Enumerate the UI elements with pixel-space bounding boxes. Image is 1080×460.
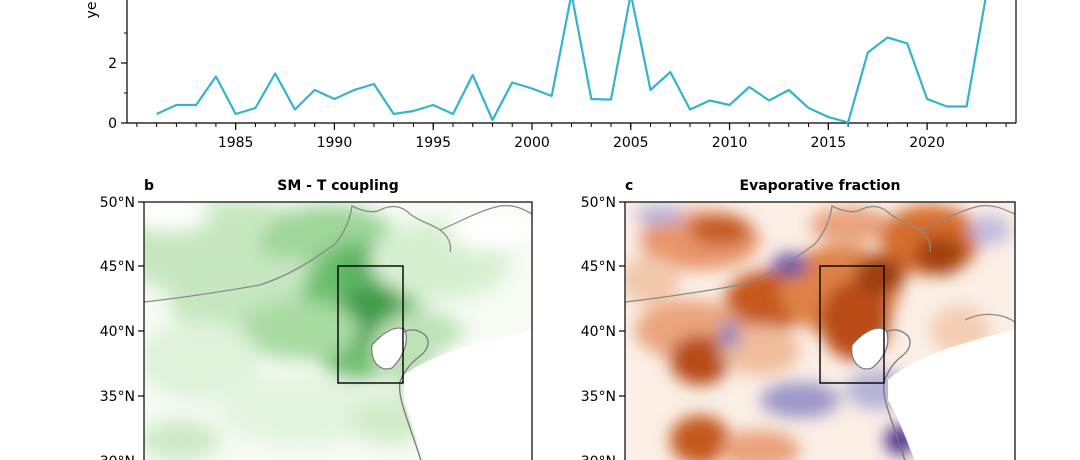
lat-tick-label: 40°N — [581, 324, 616, 340]
x-tick-label: 2020 — [909, 135, 945, 151]
lat-tick-label: 35°N — [581, 389, 616, 405]
panel-c-letter: c — [625, 178, 633, 194]
coastline — [882, 329, 911, 460]
x-tick-label: 1995 — [415, 135, 451, 151]
border-line — [625, 205, 932, 303]
x-major-ticks: 1985 1990 1995 2000 2005 2010 2015 2020 — [218, 123, 945, 151]
lat-tick-label: 50°N — [581, 195, 616, 211]
x-tick-label: 1985 — [218, 135, 254, 151]
panel-c-map — [625, 202, 1015, 460]
lat-tick-label: 45°N — [100, 259, 135, 275]
panel-b-frame — [143, 201, 533, 460]
x-tick-label: 1990 — [317, 135, 353, 151]
panel-c-frame — [624, 201, 1016, 460]
panel-b-letter: b — [144, 178, 154, 194]
panel-b-title: SM - T coupling — [277, 178, 399, 194]
y-tick-label: 2 — [108, 56, 117, 72]
x-tick-label: 2005 — [613, 135, 649, 151]
lat-tick-label: 40°N — [100, 324, 135, 340]
lat-tick-label: 30°N — [581, 454, 616, 460]
panel-b-y-ticks: 50°N 45°N 40°N 35°N 30°N — [100, 195, 144, 460]
panel-c-y-ticks: 50°N 45°N 40°N 35°N 30°N — [581, 195, 625, 460]
x-tick-label: 2000 — [514, 135, 550, 151]
lat-tick-label: 35°N — [100, 389, 135, 405]
x-tick-label: 2010 — [712, 135, 748, 151]
x-tick-label: 2015 — [811, 135, 847, 151]
panel-b-map — [144, 202, 532, 460]
study-region-box — [819, 265, 885, 384]
panel-a: ye 1985 1990 1995 2000 2005 2010 2015 2020 02 — [84, 0, 1017, 151]
study-region-box — [337, 265, 404, 384]
lat-tick-label: 45°N — [581, 259, 616, 275]
coastline — [398, 329, 429, 460]
panel-c-title: Evaporative fraction — [740, 178, 901, 194]
lat-tick-label: 30°N — [100, 454, 135, 460]
lat-tick-label: 50°N — [100, 195, 135, 211]
series-line — [156, 0, 987, 124]
y-axis-label: ye — [84, 2, 100, 19]
y-tick-label: 0 — [108, 116, 117, 132]
border-line — [144, 205, 452, 303]
panel-c: c Evaporative fraction — [581, 178, 1016, 460]
panel-b: b SM - T coupling — [100, 178, 533, 460]
y-ticks: 02 — [108, 32, 127, 132]
